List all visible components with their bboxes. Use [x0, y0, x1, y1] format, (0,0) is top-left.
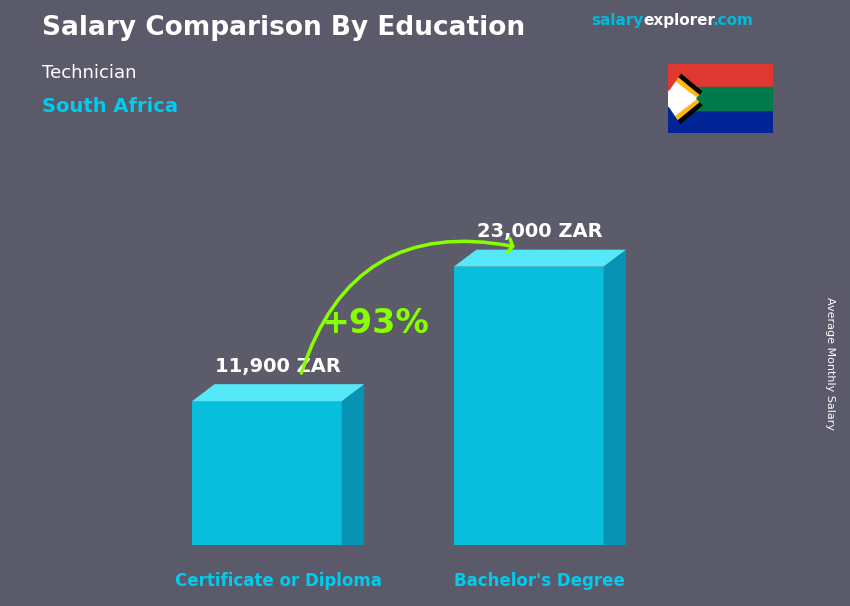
Bar: [155, 182, 192, 545]
Polygon shape: [668, 64, 710, 133]
Polygon shape: [454, 250, 626, 267]
Polygon shape: [668, 64, 686, 90]
Bar: [491, 182, 529, 545]
Text: Technician: Technician: [42, 64, 137, 82]
Text: +93%: +93%: [321, 307, 429, 340]
Bar: [230, 182, 267, 545]
Bar: [416, 182, 454, 545]
Bar: [566, 182, 604, 545]
Polygon shape: [668, 70, 703, 127]
Bar: [641, 182, 678, 545]
Bar: [117, 182, 155, 545]
Polygon shape: [454, 267, 604, 545]
Bar: [267, 182, 304, 545]
Text: 11,900 ZAR: 11,900 ZAR: [215, 357, 341, 376]
Text: .com: .com: [712, 13, 753, 28]
Bar: [342, 182, 379, 545]
Text: Bachelor's Degree: Bachelor's Degree: [455, 572, 626, 590]
Bar: [668, 98, 773, 133]
Polygon shape: [668, 77, 697, 120]
Bar: [80, 182, 117, 545]
Bar: [668, 64, 773, 98]
Bar: [529, 182, 566, 545]
Text: Certificate or Diploma: Certificate or Diploma: [175, 572, 382, 590]
Bar: [192, 182, 230, 545]
Text: South Africa: South Africa: [42, 97, 178, 116]
Polygon shape: [697, 91, 773, 106]
Bar: [42, 182, 80, 545]
Polygon shape: [668, 107, 686, 133]
Bar: [379, 182, 416, 545]
Bar: [304, 182, 342, 545]
Bar: [604, 182, 641, 545]
Polygon shape: [192, 401, 342, 545]
Bar: [716, 182, 753, 545]
Text: salary: salary: [591, 13, 643, 28]
Text: explorer: explorer: [643, 13, 716, 28]
Text: Salary Comparison By Education: Salary Comparison By Education: [42, 15, 525, 41]
Polygon shape: [192, 384, 364, 401]
Bar: [668, 87, 773, 110]
Bar: [678, 182, 716, 545]
Bar: [753, 182, 790, 545]
Text: Average Monthly Salary: Average Monthly Salary: [824, 297, 835, 430]
Text: 23,000 ZAR: 23,000 ZAR: [477, 222, 603, 241]
Polygon shape: [604, 250, 626, 545]
Polygon shape: [342, 384, 364, 545]
Bar: [454, 182, 491, 545]
